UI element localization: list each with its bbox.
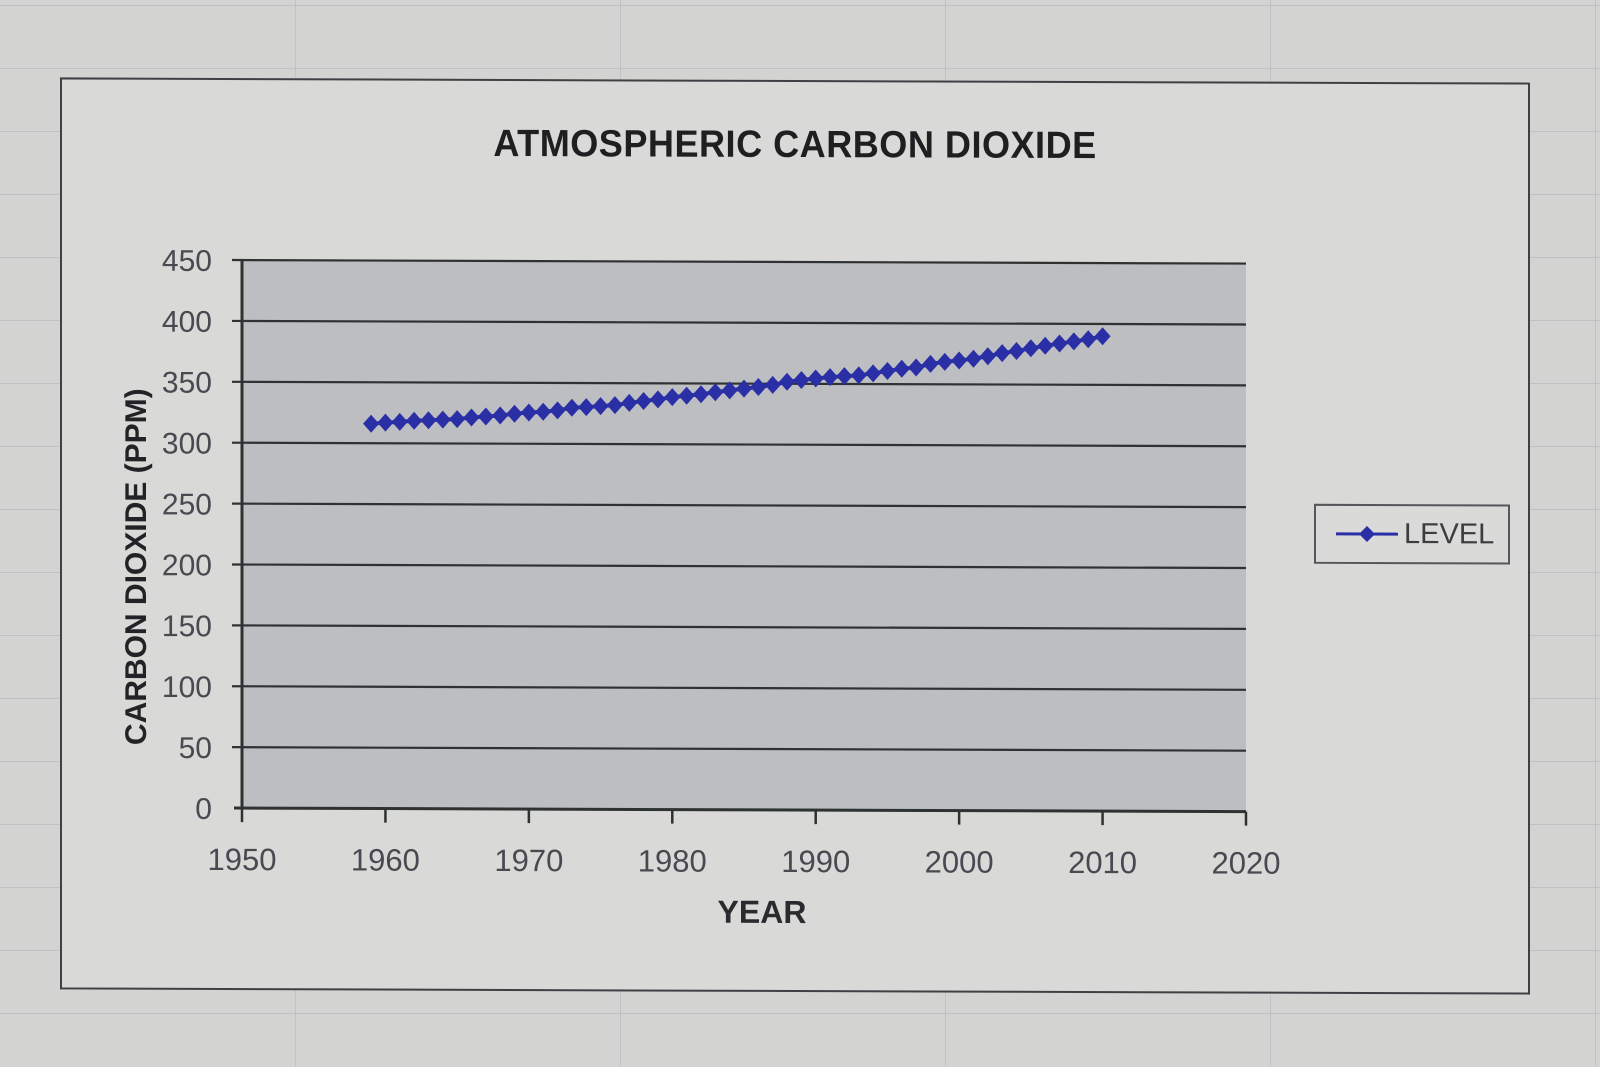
y-tick-label: 300 (162, 427, 212, 460)
data-point-marker[interactable] (563, 398, 580, 417)
chart-area[interactable]: ATMOSPHERIC CARBON DIOXIDE CARBON DIOXID… (60, 77, 1530, 995)
data-point-marker[interactable] (434, 410, 451, 429)
y-tick-label: 0 (195, 793, 212, 826)
y-tick-label: 150 (162, 610, 212, 643)
data-point-marker[interactable] (1037, 336, 1054, 355)
y-tick-label: 400 (162, 306, 212, 339)
data-point-marker[interactable] (506, 404, 523, 423)
gridline (232, 624, 1246, 631)
y-tick-label: 200 (162, 549, 212, 582)
data-point-marker[interactable] (951, 351, 968, 370)
legend-label-level: LEVEL (1404, 517, 1495, 550)
gridline (232, 746, 1246, 752)
data-point-marker[interactable] (779, 372, 796, 391)
data-point-marker[interactable] (692, 385, 709, 404)
data-point-marker[interactable] (908, 358, 925, 377)
x-tick-label: 2000 (925, 844, 994, 879)
data-point-marker[interactable] (492, 406, 509, 425)
y-tick-label: 250 (162, 488, 212, 521)
data-point-marker[interactable] (649, 390, 666, 409)
x-axis-line (234, 806, 1246, 814)
data-point-marker[interactable] (836, 367, 853, 386)
data-point-marker[interactable] (807, 369, 824, 388)
data-point-marker[interactable] (822, 368, 839, 387)
data-point-marker[interactable] (850, 366, 867, 385)
data-point-marker[interactable] (1080, 330, 1097, 349)
gridline (232, 563, 1246, 570)
data-point-marker[interactable] (1051, 334, 1068, 353)
gridline (232, 380, 1246, 387)
data-point-marker[interactable] (965, 349, 982, 368)
data-point-marker[interactable] (621, 393, 638, 412)
data-point-marker[interactable] (1065, 332, 1082, 351)
data-point-marker[interactable] (477, 407, 494, 426)
plot-background (242, 260, 1246, 812)
data-point-marker[interactable] (449, 410, 466, 429)
gridline (232, 685, 1246, 691)
gridline (232, 502, 1246, 509)
legend[interactable]: LEVEL (1314, 503, 1510, 565)
data-point-marker[interactable] (707, 383, 724, 402)
data-point-marker[interactable] (377, 413, 394, 432)
y-tick-label: 100 (162, 671, 212, 704)
data-point-marker[interactable] (979, 347, 996, 366)
data-point-marker[interactable] (736, 379, 752, 398)
gridline (232, 319, 1246, 326)
data-point-marker[interactable] (463, 408, 480, 427)
plot-area[interactable]: 0 50 100 150 200 250 300 350 400 450 1950 1960 1970 1… (62, 79, 1528, 992)
data-point-marker[interactable] (406, 411, 423, 430)
data-point-marker[interactable] (865, 364, 882, 383)
diamond-marker-icon (1336, 525, 1398, 542)
data-point-marker[interactable] (549, 401, 566, 420)
x-tick-label: 1950 (208, 842, 277, 877)
data-point-marker[interactable] (1094, 327, 1111, 346)
x-tick-label: 1980 (638, 843, 707, 878)
data-point-marker[interactable] (750, 378, 767, 397)
y-tick-label: 450 (162, 245, 212, 278)
x-tick-label: 1990 (781, 844, 850, 879)
y-tick-label: 350 (162, 367, 212, 400)
data-point-marker[interactable] (606, 396, 623, 415)
x-tick-label: 1970 (494, 843, 563, 878)
data-point-marker[interactable] (664, 388, 681, 407)
gridline (232, 258, 1246, 265)
data-point-marker[interactable] (420, 411, 437, 430)
data-point-marker[interactable] (678, 386, 695, 405)
data-point-marker[interactable] (721, 381, 738, 400)
data-point-marker[interactable] (936, 352, 953, 371)
x-tick-label: 1960 (351, 842, 420, 877)
x-tick-label: 2010 (1068, 845, 1137, 880)
data-point-marker[interactable] (592, 397, 609, 416)
data-point-marker[interactable] (1022, 339, 1039, 358)
data-point-marker[interactable] (893, 359, 910, 378)
data-point-marker[interactable] (520, 403, 537, 422)
data-point-marker[interactable] (363, 414, 380, 433)
data-point-marker[interactable] (764, 375, 781, 394)
data-point-marker[interactable] (391, 412, 408, 431)
data-point-marker[interactable] (793, 371, 810, 390)
x-tick-label: 2020 (1212, 845, 1281, 880)
data-point-marker[interactable] (994, 344, 1011, 363)
data-point-marker[interactable] (879, 361, 896, 380)
data-point-marker[interactable] (1008, 342, 1025, 361)
data-point-marker[interactable] (535, 402, 552, 421)
data-point-marker[interactable] (635, 392, 652, 411)
gridline (232, 441, 1246, 448)
y-tick-label: 50 (179, 732, 212, 765)
data-point-marker[interactable] (922, 354, 939, 373)
data-point-marker[interactable] (578, 398, 595, 417)
